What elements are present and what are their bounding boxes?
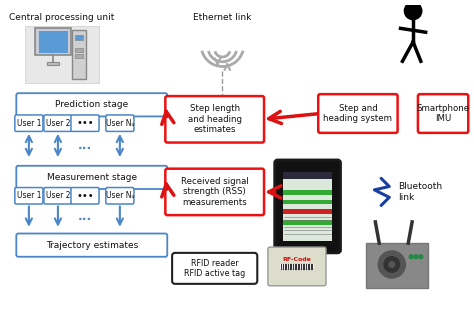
Text: RFID reader
RFID active tag: RFID reader RFID active tag [184,259,246,278]
FancyBboxPatch shape [16,93,167,116]
Bar [283,220,332,225]
Bar [75,48,83,52]
FancyBboxPatch shape [15,188,43,204]
FancyBboxPatch shape [268,247,326,286]
Circle shape [414,255,418,259]
Bar [283,172,332,179]
FancyBboxPatch shape [16,166,167,189]
FancyBboxPatch shape [15,115,43,131]
Circle shape [409,255,413,259]
FancyBboxPatch shape [275,160,340,253]
Text: User 2: User 2 [46,191,70,200]
FancyBboxPatch shape [283,172,332,241]
Bar [283,190,332,195]
Circle shape [378,251,405,278]
FancyBboxPatch shape [25,26,99,83]
Text: •••: ••• [76,191,94,201]
Text: Step length
and heading
estimates: Step length and heading estimates [188,104,242,134]
Circle shape [384,257,400,272]
Text: User 1: User 1 [17,119,41,128]
Text: Prediction stage: Prediction stage [55,100,128,109]
FancyBboxPatch shape [44,188,72,204]
Bar [280,264,314,269]
Text: Ethernet link: Ethernet link [193,13,252,22]
Text: Trajectory estimates: Trajectory estimates [46,241,138,250]
FancyBboxPatch shape [165,169,264,215]
Circle shape [404,2,422,20]
FancyBboxPatch shape [418,94,468,133]
Bar [75,54,83,58]
FancyBboxPatch shape [44,115,72,131]
Circle shape [419,255,423,259]
Text: Bluetooth
link: Bluetooth link [399,182,443,202]
Text: RF-Code: RF-Code [283,257,311,262]
FancyBboxPatch shape [38,31,68,52]
Text: ...: ... [78,139,92,152]
Circle shape [389,262,395,267]
Text: ...: ... [78,210,92,223]
Text: Received signal
strength (RSS)
measurements: Received signal strength (RSS) measureme… [181,177,248,207]
Text: Step and
heading system: Step and heading system [323,104,392,123]
FancyBboxPatch shape [71,115,99,131]
FancyBboxPatch shape [71,188,99,204]
FancyBboxPatch shape [75,35,83,40]
Text: •••: ••• [76,118,94,128]
Text: User 1: User 1 [17,191,41,200]
FancyBboxPatch shape [318,94,398,133]
FancyBboxPatch shape [106,188,134,204]
Text: User Nᵤ: User Nᵤ [106,119,134,128]
Text: User 2: User 2 [46,119,70,128]
Text: Smartphone
IMU: Smartphone IMU [417,104,470,123]
FancyBboxPatch shape [365,243,428,288]
Text: Measurement stage: Measurement stage [47,173,137,182]
Bar [283,209,332,214]
FancyBboxPatch shape [73,30,86,79]
FancyBboxPatch shape [165,96,264,142]
Bar [47,62,59,65]
FancyBboxPatch shape [35,28,72,55]
FancyBboxPatch shape [106,115,134,131]
Text: User Nᵤ: User Nᵤ [106,191,134,200]
FancyBboxPatch shape [16,233,167,257]
FancyBboxPatch shape [172,253,257,284]
Bar [283,200,332,204]
Text: Central processing unit: Central processing unit [9,13,115,22]
